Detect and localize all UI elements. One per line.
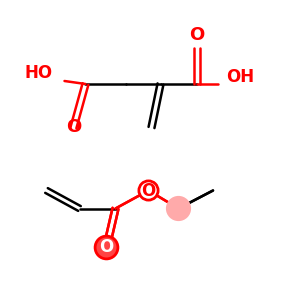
Text: O: O	[66, 118, 81, 136]
Text: OH: OH	[226, 68, 254, 85]
Text: O: O	[189, 26, 204, 44]
Text: O: O	[141, 182, 156, 200]
Text: O: O	[99, 238, 114, 256]
Text: HO: HO	[25, 64, 53, 82]
Circle shape	[166, 196, 191, 221]
Circle shape	[139, 181, 158, 200]
Circle shape	[95, 236, 118, 259]
